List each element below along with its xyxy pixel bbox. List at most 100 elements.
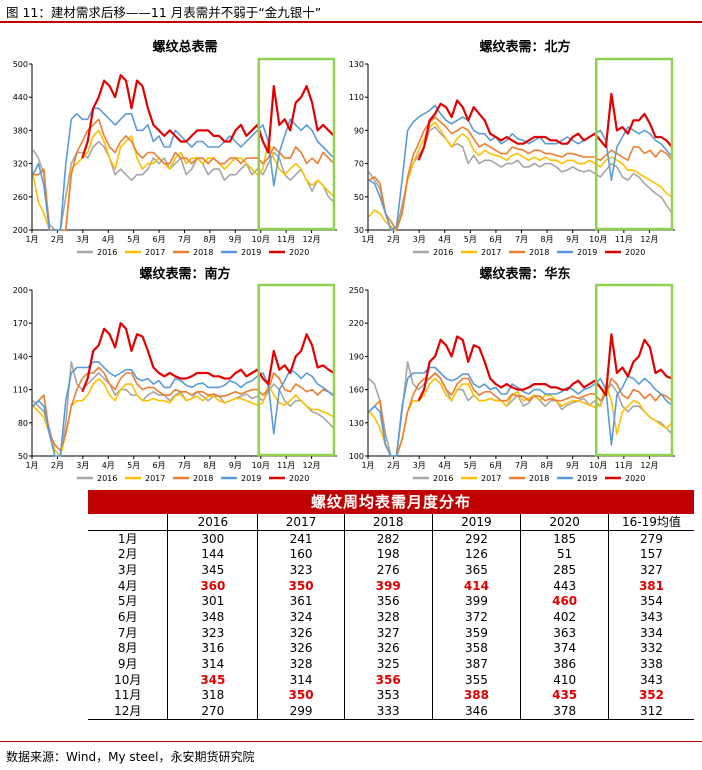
table-cell: 345 [167,562,258,578]
chart-total-demand: 螺纹总表需 200 260 320 380 440 500 1月 2月 3月 4月 5月 6月 7月 8月 9… [13,39,337,257]
x-tick-label: 6月 [489,461,502,470]
table-cell: 343 [607,671,694,688]
table-header-cell: 2019 [431,514,521,531]
x-tick-label: 8月 [203,235,216,244]
table-cell: 323 [257,562,345,578]
table-cell: 316 [167,640,258,657]
x-tick-label: 7月 [178,461,191,470]
y-tick-label: 200 [13,286,28,295]
table-cell: 285 [520,562,609,578]
table-row-label: 6月 [117,609,138,624]
table-cell: 276 [343,562,433,578]
x-tick-label: 12月 [640,461,658,470]
table-cell: 282 [343,530,433,547]
legend-label-2020: 2020 [289,474,309,483]
table-cell: 326 [257,640,345,657]
table-cell: 350 [257,577,345,594]
chart-title: 螺纹表需：南方 [139,266,230,282]
y-tick-label: 200 [13,226,28,235]
x-tick-label: 10月 [252,235,270,244]
x-tick-label: 12月 [640,235,658,244]
table-cell: 312 [607,703,694,719]
table-cell: 157 [607,546,694,563]
table-row-label: 3月 [117,562,138,577]
table-row-label: 2月 [117,547,138,562]
table-header-cell: 2017 [257,514,345,531]
legend-label-2018: 2018 [193,248,213,257]
y-tick-label: 50 [354,193,364,202]
x-tick-label: 9月 [229,461,242,470]
y-tick-label: 250 [349,286,364,295]
table-cell: 410 [520,671,609,688]
x-tick-label: 2月 [51,235,64,244]
table-row: 6月 348 324 328 372 402 343 [88,609,694,625]
y-tick-label: 220 [349,319,364,328]
chart-south-demand: 螺纹表需：南方 50 80 110 140 170 200 1月 2月 3月 4月 5月 6月 7月 8月 9… [13,266,337,483]
series-line-2018 [33,118,335,231]
table-cell: 361 [257,593,345,610]
series-line-2019 [32,107,335,231]
table-header-cell [88,514,168,531]
legend-label-2017: 2017 [145,248,165,257]
table-row-label: 1月 [117,531,138,546]
table-header-cell: 16-19均值 [607,514,694,531]
x-tick-label: 4月 [102,461,115,470]
series-line-2016 [368,126,673,231]
legend-label-2020: 2020 [289,248,309,257]
table-cell: 374 [520,640,609,657]
x-tick-label: 4月 [438,461,451,470]
chart-title: 螺纹表需：华东 [479,266,570,282]
table-cell: 388 [431,687,521,704]
series-line-2020 [417,333,673,402]
title-rule [0,21,702,23]
x-tick-label: 3月 [413,235,426,244]
x-tick-label: 12月 [302,461,320,470]
table-cell: 314 [167,656,258,672]
x-tick-label: 7月 [515,235,528,244]
y-tick-label: 70 [354,160,364,169]
x-tick-label: 12月 [302,235,320,244]
table-cell: 354 [607,593,694,610]
table-header-cell: 2020 [520,514,609,531]
legend-label-2016: 2016 [433,248,453,257]
source-note: 数据来源：Wind，My steel，永安期货研究院 [6,750,255,764]
table-cell: 301 [167,593,258,610]
x-tick-label: 2月 [387,461,400,470]
x-tick-label: 5月 [127,461,140,470]
x-tick-label: 2月 [51,461,64,470]
x-tick-label: 8月 [541,235,554,244]
y-tick-label: 110 [13,386,28,395]
series-line-2020 [81,322,335,393]
table-bottom-rule [88,718,694,720]
table-cell: 328 [343,609,433,625]
legend-label-2018: 2018 [529,474,549,483]
legend-label-2017: 2017 [481,474,501,483]
legend-label-2018: 2018 [529,248,549,257]
table-row: 11月 318 350 353 388 435 352 [88,687,694,704]
legend-label-2018: 2018 [193,474,213,483]
y-tick-label: 100 [349,452,364,461]
table-cell: 126 [431,546,521,563]
source-rule [0,741,702,742]
table-cell: 318 [167,687,258,704]
chart-title: 螺纹总表需 [152,39,217,55]
table-cell: 399 [343,577,433,594]
table-cell: 241 [257,530,345,547]
x-tick-label: 2月 [387,235,400,244]
series-line-2018 [32,366,335,452]
x-tick-label: 3月 [76,235,89,244]
table-row-label: 10月 [114,672,142,687]
table-row-label: 7月 [117,625,138,640]
series-line-2017 [368,121,673,231]
table-cell: 358 [431,640,521,657]
table-row: 8月 316 326 326 358 374 332 [88,640,694,657]
y-tick-label: 380 [13,126,28,135]
table-row: 7月 323 326 327 359 363 334 [88,624,694,641]
series-line-2020 [417,92,673,161]
table-row: 4月 360 350 399 414 443 381 [88,577,694,594]
x-tick-label: 1月 [361,235,374,244]
legend-label-2020: 2020 [625,248,645,257]
x-tick-label: 1月 [361,461,374,470]
y-tick-label: 90 [354,126,364,135]
x-tick-label: 9月 [566,235,579,244]
